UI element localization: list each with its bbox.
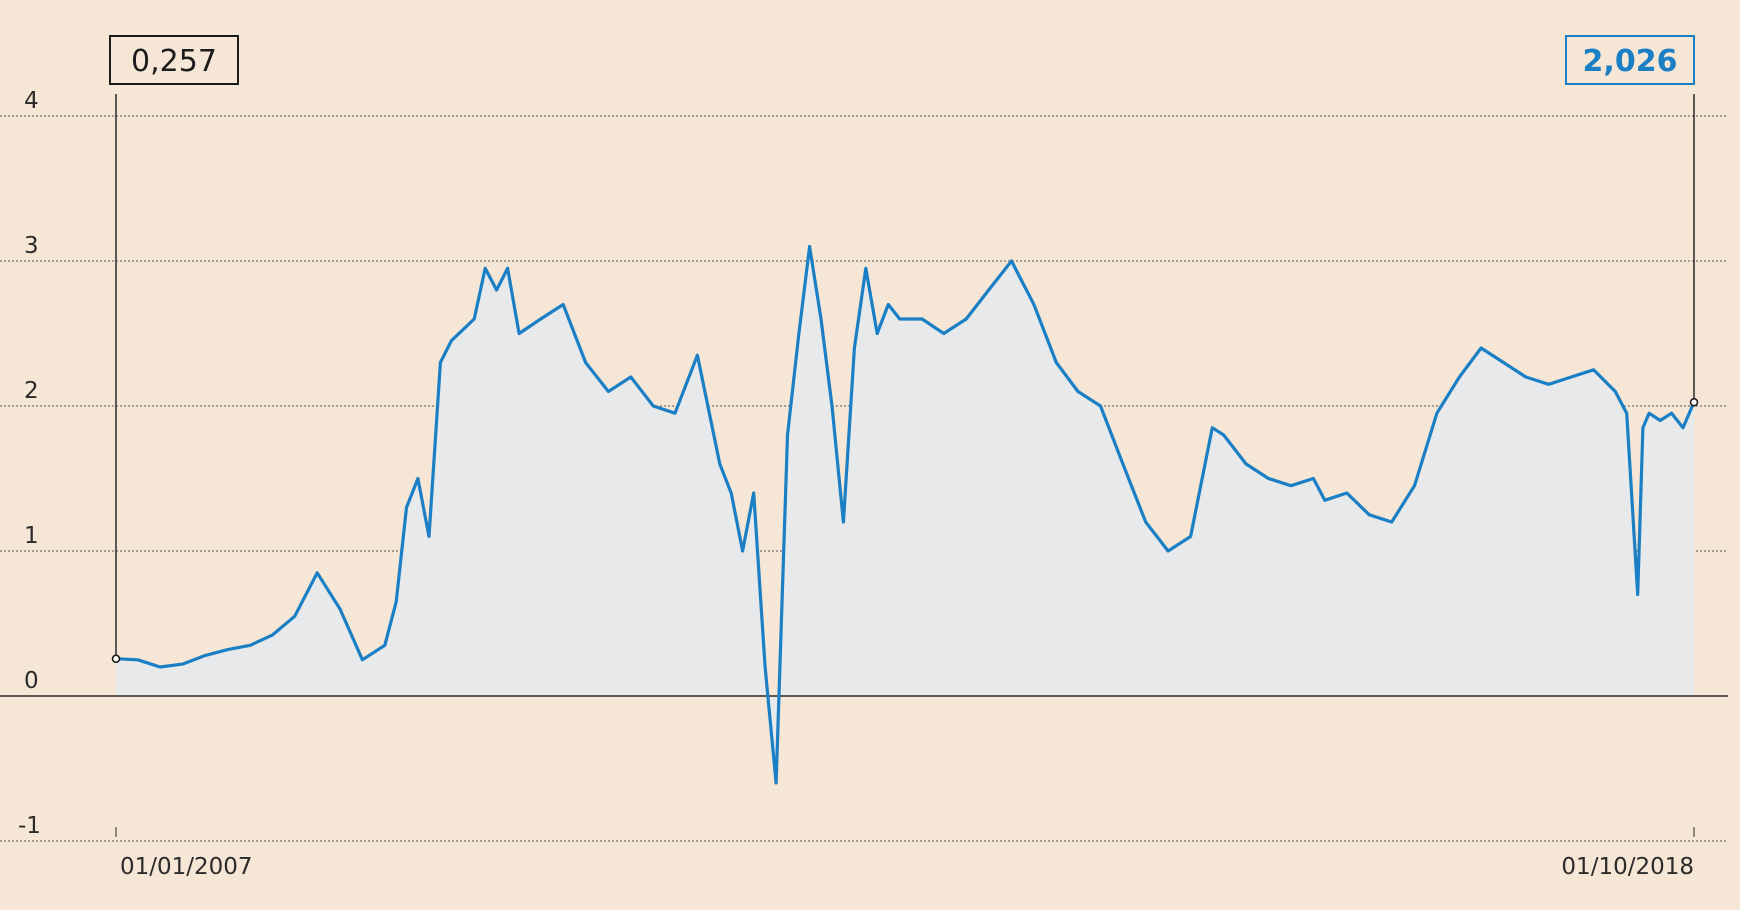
x-tick-label-2: 01/10/2018 (1561, 854, 1694, 880)
end-point-marker (1689, 397, 1699, 407)
area-fill (116, 246, 1694, 783)
start-callout-box (109, 35, 239, 85)
end-callout-box (1565, 35, 1695, 85)
y-tick-label-1: 1 (24, 523, 39, 549)
series-line (115, 244, 1696, 785)
x-tick-label-1: 01/01/2007 (120, 854, 253, 880)
tick-layer: 01/01/2007 01/10/2018 (115, 827, 1695, 880)
y-tick-label-3: 3 (24, 233, 39, 259)
end-callout: 2,026 (1565, 35, 1695, 85)
start-point-marker (111, 654, 121, 664)
y-tick-label-4: 4 (24, 88, 39, 114)
y-tick-label-2: 2 (24, 378, 39, 404)
y-tick-label-0: 0 (24, 668, 39, 694)
end-callout-value: 2,026 (1583, 44, 1678, 79)
start-callout-value: 0,257 (131, 44, 217, 79)
y-tick-label--1: -1 (18, 813, 41, 839)
start-callout: 0,257 (109, 35, 239, 85)
